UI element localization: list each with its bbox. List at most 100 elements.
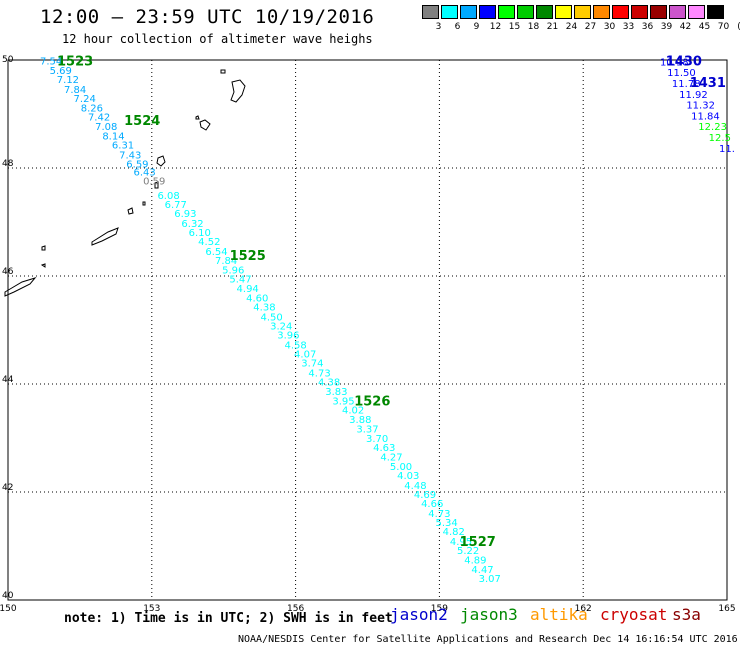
legend-swatch — [593, 5, 610, 19]
swh-value-jason2: 11. — [719, 144, 735, 155]
swh-value-jason3: 6.31 — [112, 141, 134, 152]
lat-tick-label: 48 — [2, 159, 14, 169]
legend-swatch — [498, 5, 515, 19]
swh-value-jason3: 3.83 — [325, 387, 347, 398]
swh-value-jason3: 6.10 — [189, 228, 211, 239]
swh-value-jason2: 12.23 — [698, 122, 727, 133]
swh-value-jason2: 11.32 — [686, 101, 715, 112]
legend-unit: (ft) — [732, 22, 740, 32]
time-labels: 1523 1524 1525 1526 1527 1430 1431 — [57, 54, 726, 550]
map-credit: NOAA/NESDIS Center for Satellite Applica… — [238, 634, 738, 645]
legend-swatch — [422, 5, 439, 19]
swh-value-jason3: 3.74 — [301, 359, 323, 370]
swh-value-jason3: 4.27 — [380, 453, 402, 464]
map-frame — [7, 59, 728, 601]
lat-tick-label: 46 — [2, 267, 14, 277]
lon-tick-label: 156 — [287, 604, 304, 614]
lon-tick-label: 159 — [431, 604, 448, 614]
swh-value-jason2: 10.98 — [660, 57, 689, 68]
swh-value-jason3: 4.48 — [404, 481, 426, 492]
swh-value-jason3: 3.70 — [366, 434, 388, 445]
coastline — [4, 69, 246, 297]
satellite-cryosat: cryosat — [600, 605, 668, 624]
swh-value-jason3: 5.96 — [222, 265, 244, 276]
legend-label: 45 — [698, 22, 711, 32]
legend-swatch — [631, 5, 648, 19]
swh-value-jason3: 6.77 — [165, 200, 187, 211]
swh-value-jason3: 4.03 — [397, 471, 419, 482]
lon-tick-label: 165 — [718, 604, 735, 614]
swh-value-jason3: 6.43 — [133, 168, 155, 179]
legend-swatch — [441, 5, 458, 19]
pass-time-label: 1523 — [57, 54, 93, 69]
swh-value-jason2: 11.84 — [691, 111, 720, 122]
swh-value-jason3: 4.02 — [342, 406, 364, 417]
swh-value-jason3: 4.38 — [253, 303, 275, 314]
swh-value-jason3: 7.24 — [74, 94, 96, 105]
map-note: note: 1) Time is in UTC; 2) SWH is in fe… — [64, 611, 393, 626]
swh-value-jason3: 7.84 — [215, 256, 237, 267]
swh-value-jason3: 4.47 — [471, 565, 493, 576]
swh-value-jason3: 7.42 — [88, 112, 110, 123]
legend-swatch — [707, 5, 724, 19]
swh-value-jason3: 4.07 — [294, 350, 316, 361]
legend-swatch — [517, 5, 534, 19]
swh-value-jason3: 4.52 — [198, 237, 220, 248]
legend-swatch — [574, 5, 591, 19]
swh-value-jason3: 7.84 — [64, 85, 86, 96]
pass-time-label: 1430 — [666, 54, 702, 69]
legend-label: 24 — [565, 22, 578, 32]
swh-value-jason3: 7.08 — [95, 122, 117, 133]
legend-label: 21 — [546, 22, 559, 32]
legend-swatch — [650, 5, 667, 19]
legend-label: 9 — [473, 22, 480, 32]
pass-time-label: 1431 — [690, 76, 726, 91]
lat-tick-label: 42 — [2, 483, 13, 493]
map-title: 12:00 – 23:59 UTC 10/19/2016 — [40, 6, 375, 28]
legend-label: 39 — [660, 22, 673, 32]
swh-value-jason3: 4.50 — [261, 312, 283, 323]
swh-value-jason3: 8.26 — [81, 103, 103, 114]
swh-value-jason3: 6.32 — [181, 219, 203, 230]
lon-tick-label: 150 — [0, 604, 17, 614]
map-subtitle: 12 hour collection of altimeter wave hei… — [62, 32, 373, 46]
lat-tick-label: 40 — [2, 591, 14, 601]
swh-value-jason3: 5.69 — [50, 66, 72, 77]
swh-value-jason3: 3.24 — [270, 321, 292, 332]
swh-value-jason3: 7.54 — [40, 56, 62, 67]
swh-value-jason3: 6.54 — [205, 247, 227, 258]
swh-value-jason3: 3.95 — [332, 397, 354, 408]
legend-label: 33 — [622, 22, 635, 32]
legend-swatch — [536, 5, 553, 19]
swh-value-jason3: 6.08 — [157, 191, 179, 202]
swh-value-jason3: 3.37 — [356, 425, 378, 436]
swh-value-jason3: 6.59 — [126, 159, 148, 170]
swh-value-jason3: 3.07 — [479, 574, 501, 585]
legend-swatch — [460, 5, 477, 19]
satellite-jason2: jason2 — [390, 605, 448, 624]
legend-swatch — [612, 5, 629, 19]
swh-value-jason3: 4.69 — [414, 490, 436, 501]
swh-value-jason3: 6.93 — [174, 209, 196, 220]
swh-value-jason3: 8.14 — [102, 131, 124, 142]
swh-value-jason3: 5.34 — [435, 518, 457, 529]
swh-value-jason3: 4.82 — [443, 527, 465, 538]
legend-label: 70 — [717, 22, 730, 32]
swh-value-jason3: 7.12 — [57, 75, 79, 86]
lat-tick-label: 50 — [2, 55, 14, 65]
swh-value-jason2: 11.50 — [667, 68, 696, 79]
swh-value-jason3: 4.73 — [308, 368, 330, 379]
legend-swatch — [555, 5, 572, 19]
swh-value-jason3: 4.38 — [318, 378, 340, 389]
pass-time-label: 1524 — [124, 114, 160, 129]
legend-label: 18 — [527, 22, 540, 32]
swh-value-jason2: 11.92 — [679, 90, 708, 101]
satellite-s3a: s3a — [672, 605, 701, 624]
pass-time-label: 1526 — [354, 395, 390, 410]
legend-label: 15 — [508, 22, 521, 32]
swh-value-jason3: 4.60 — [246, 293, 268, 304]
legend-label: 36 — [641, 22, 654, 32]
legend-label: 42 — [679, 22, 692, 32]
swh-value-jason3: 4.95 — [450, 537, 472, 548]
